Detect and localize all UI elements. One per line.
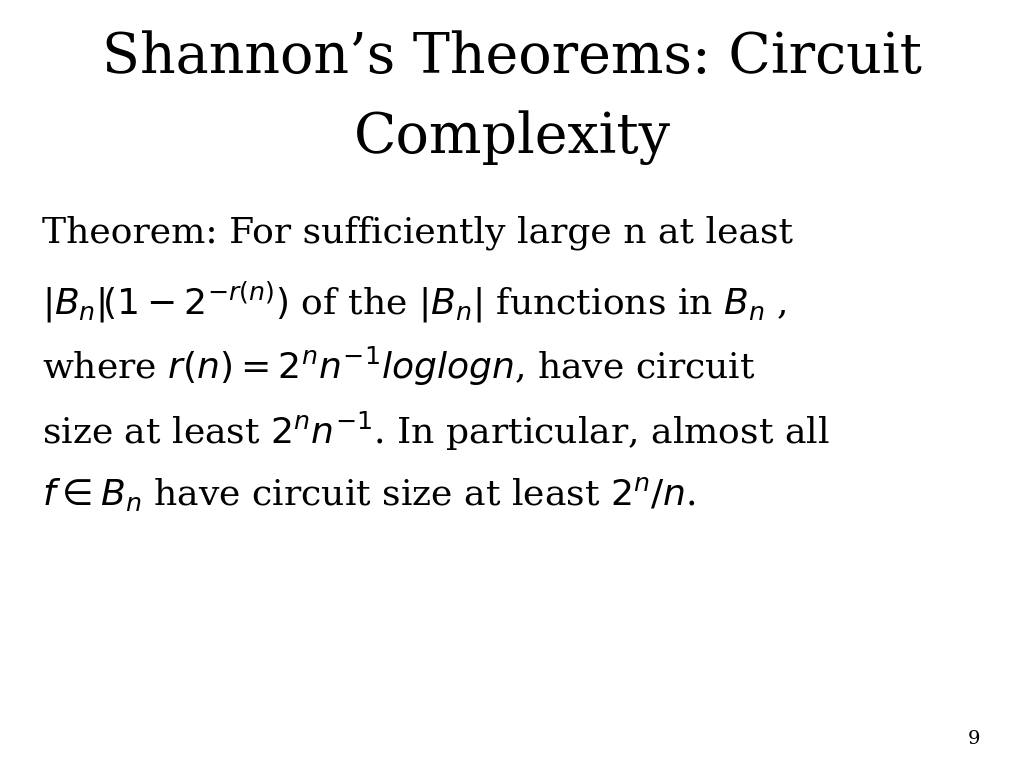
Text: Shannon’s Theorems: Circuit: Shannon’s Theorems: Circuit bbox=[102, 30, 922, 84]
Text: where $r(n) = 2^n n^{-1}\mathit{loglogn}$, have circuit: where $r(n) = 2^n n^{-1}\mathit{loglogn}… bbox=[42, 345, 756, 388]
Text: Theorem: For sufficiently large n at least: Theorem: For sufficiently large n at lea… bbox=[42, 215, 793, 250]
Text: 9: 9 bbox=[968, 730, 980, 748]
Text: size at least $2^n n^{-1}$. In particular, almost all: size at least $2^n n^{-1}$. In particula… bbox=[42, 410, 829, 453]
Text: $f \in B_n$ have circuit size at least $2^n/n$.: $f \in B_n$ have circuit size at least $… bbox=[42, 475, 696, 513]
Text: Complexity: Complexity bbox=[353, 110, 671, 164]
Text: $|B_n|\!\left(1-2^{-r(n)}\right)$ of the $|B_n|$ functions in $B_n$ ,: $|B_n|\!\left(1-2^{-r(n)}\right)$ of the… bbox=[42, 280, 786, 325]
